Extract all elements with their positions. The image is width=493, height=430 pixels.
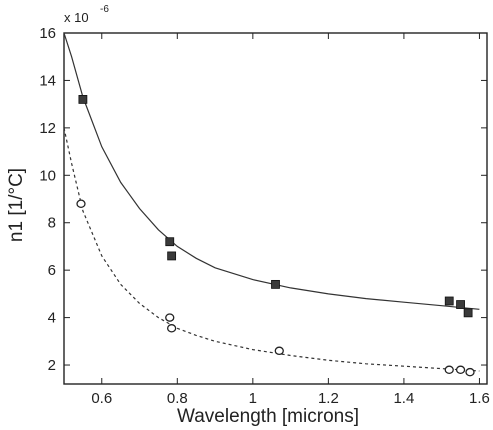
fit-line-solid bbox=[63, 32, 480, 310]
data-point-circle bbox=[166, 324, 177, 333]
data-point-circle bbox=[455, 365, 466, 375]
y-tick-label: 8 bbox=[48, 215, 56, 232]
x-tick-label: 1.6 bbox=[469, 390, 490, 407]
data-point-square bbox=[78, 95, 88, 104]
y-axis-title: n1 [1/°C] bbox=[6, 168, 27, 242]
y-tick-label: 2 bbox=[48, 357, 56, 374]
y-tick-label: 12 bbox=[39, 120, 56, 137]
x-tick-label: 1.2 bbox=[318, 390, 339, 407]
data-point-square bbox=[444, 296, 454, 306]
data-point-circle bbox=[76, 199, 86, 209]
y-tick-label: 16 bbox=[39, 25, 56, 42]
data-point-square bbox=[167, 251, 177, 261]
fit-lines-layer bbox=[63, 32, 480, 372]
data-point-circle bbox=[274, 346, 284, 356]
data-point-square bbox=[165, 237, 175, 247]
plot-frame bbox=[63, 32, 488, 385]
data-point-circle bbox=[444, 365, 454, 375]
data-point-square bbox=[463, 308, 473, 318]
data-point-circle bbox=[165, 313, 175, 322]
points-layer bbox=[76, 95, 475, 377]
data-point-circle bbox=[465, 367, 475, 377]
y-multiplier-label: x 10 bbox=[64, 10, 89, 25]
x-tick-label: 0.6 bbox=[91, 390, 112, 407]
data-point-square bbox=[271, 279, 280, 289]
ticks-layer: 0.6 0.8 1 1.2 1.4 1.6 2 4 6 8 10 12 14 16 bbox=[39, 25, 490, 407]
x-tick-label: 0.8 bbox=[167, 390, 188, 407]
data-point-square bbox=[456, 300, 465, 309]
fit-line-dashed bbox=[63, 127, 480, 372]
x-tick-label: 1 bbox=[249, 390, 257, 407]
y-tick-label: 10 bbox=[39, 167, 56, 184]
y-multiplier-exponent: -6 bbox=[100, 4, 109, 15]
x-axis-title: Wavelength [microns] bbox=[177, 406, 359, 427]
y-tick-label: 6 bbox=[48, 262, 56, 279]
y-tick-label: 4 bbox=[48, 310, 56, 327]
y-tick-label: 14 bbox=[39, 72, 56, 89]
x-tick-label: 1.4 bbox=[393, 390, 414, 407]
